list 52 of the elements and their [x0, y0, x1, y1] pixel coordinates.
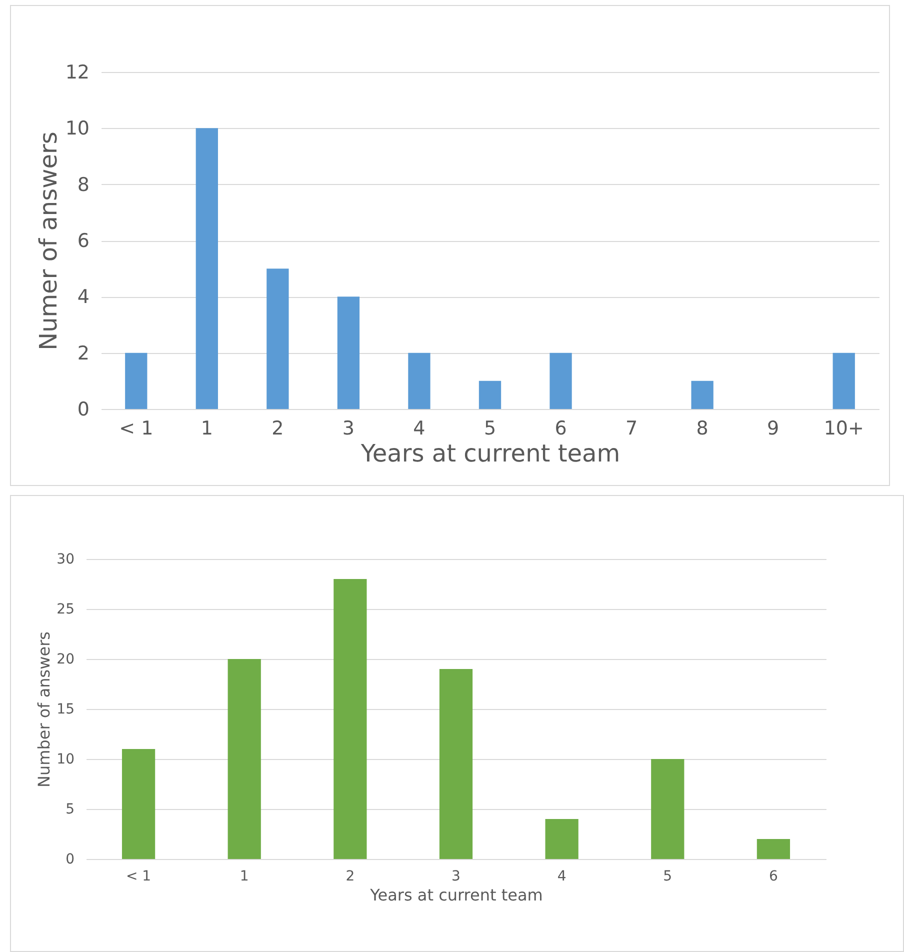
y-tick-label: 0 — [66, 852, 74, 868]
x-tick-label: 10+ — [824, 418, 864, 440]
y-axis-title: Number of answers — [34, 632, 54, 788]
x-tick-label: 2 — [346, 868, 355, 884]
y-tick-label: 0 — [77, 398, 90, 420]
bar — [651, 759, 684, 859]
y-tick-label: 20 — [56, 652, 74, 668]
y-tick-label: 6 — [77, 230, 90, 252]
x-tick-label: 1 — [240, 868, 249, 884]
x-tick-label: 5 — [663, 868, 672, 884]
y-tick-label: 10 — [56, 752, 74, 768]
y-tick-label: 8 — [77, 174, 90, 196]
x-tick-label: 9 — [767, 418, 780, 440]
x-tick-label: 3 — [452, 868, 460, 884]
x-tick-label: 4 — [557, 868, 566, 884]
y-tick-label: 2 — [77, 342, 90, 364]
y-tick-label: 15 — [56, 702, 74, 718]
x-tick-label: 2 — [272, 418, 284, 440]
bar — [691, 380, 714, 409]
x-tick-label: 1 — [200, 418, 213, 440]
x-axis-title: Years at current team — [369, 886, 543, 904]
y-tick-label: 25 — [56, 602, 74, 618]
bar — [408, 352, 430, 409]
y-tick-label: 12 — [65, 62, 90, 84]
y-tick-label: 30 — [56, 552, 74, 568]
bar — [196, 128, 218, 409]
bar — [439, 669, 473, 859]
bar — [832, 352, 855, 409]
x-axis-title: Years at current team — [360, 440, 620, 468]
x-tick-label: 5 — [484, 418, 496, 440]
y-tick-label: 10 — [65, 118, 90, 140]
bar — [122, 749, 156, 859]
x-tick-label: < 1 — [119, 418, 154, 440]
x-tick-label: 6 — [554, 418, 567, 440]
y-tick-label: 4 — [77, 286, 90, 308]
y-axis-title: Numer of answers — [34, 132, 62, 350]
x-tick-label: 7 — [626, 418, 638, 440]
bar — [334, 579, 367, 859]
bar — [545, 819, 578, 859]
bar — [756, 839, 790, 859]
y-tick-label: 5 — [66, 802, 74, 818]
bar — [337, 296, 360, 409]
x-tick-label: 6 — [769, 868, 778, 884]
bar — [228, 659, 261, 859]
bar — [478, 380, 502, 409]
bar — [266, 268, 289, 409]
x-tick-label: 3 — [342, 418, 354, 440]
bar — [125, 352, 148, 409]
x-tick-label: 4 — [413, 418, 426, 440]
bar — [550, 352, 572, 409]
x-tick-label: 8 — [696, 418, 708, 440]
x-tick-label: < 1 — [126, 868, 152, 884]
